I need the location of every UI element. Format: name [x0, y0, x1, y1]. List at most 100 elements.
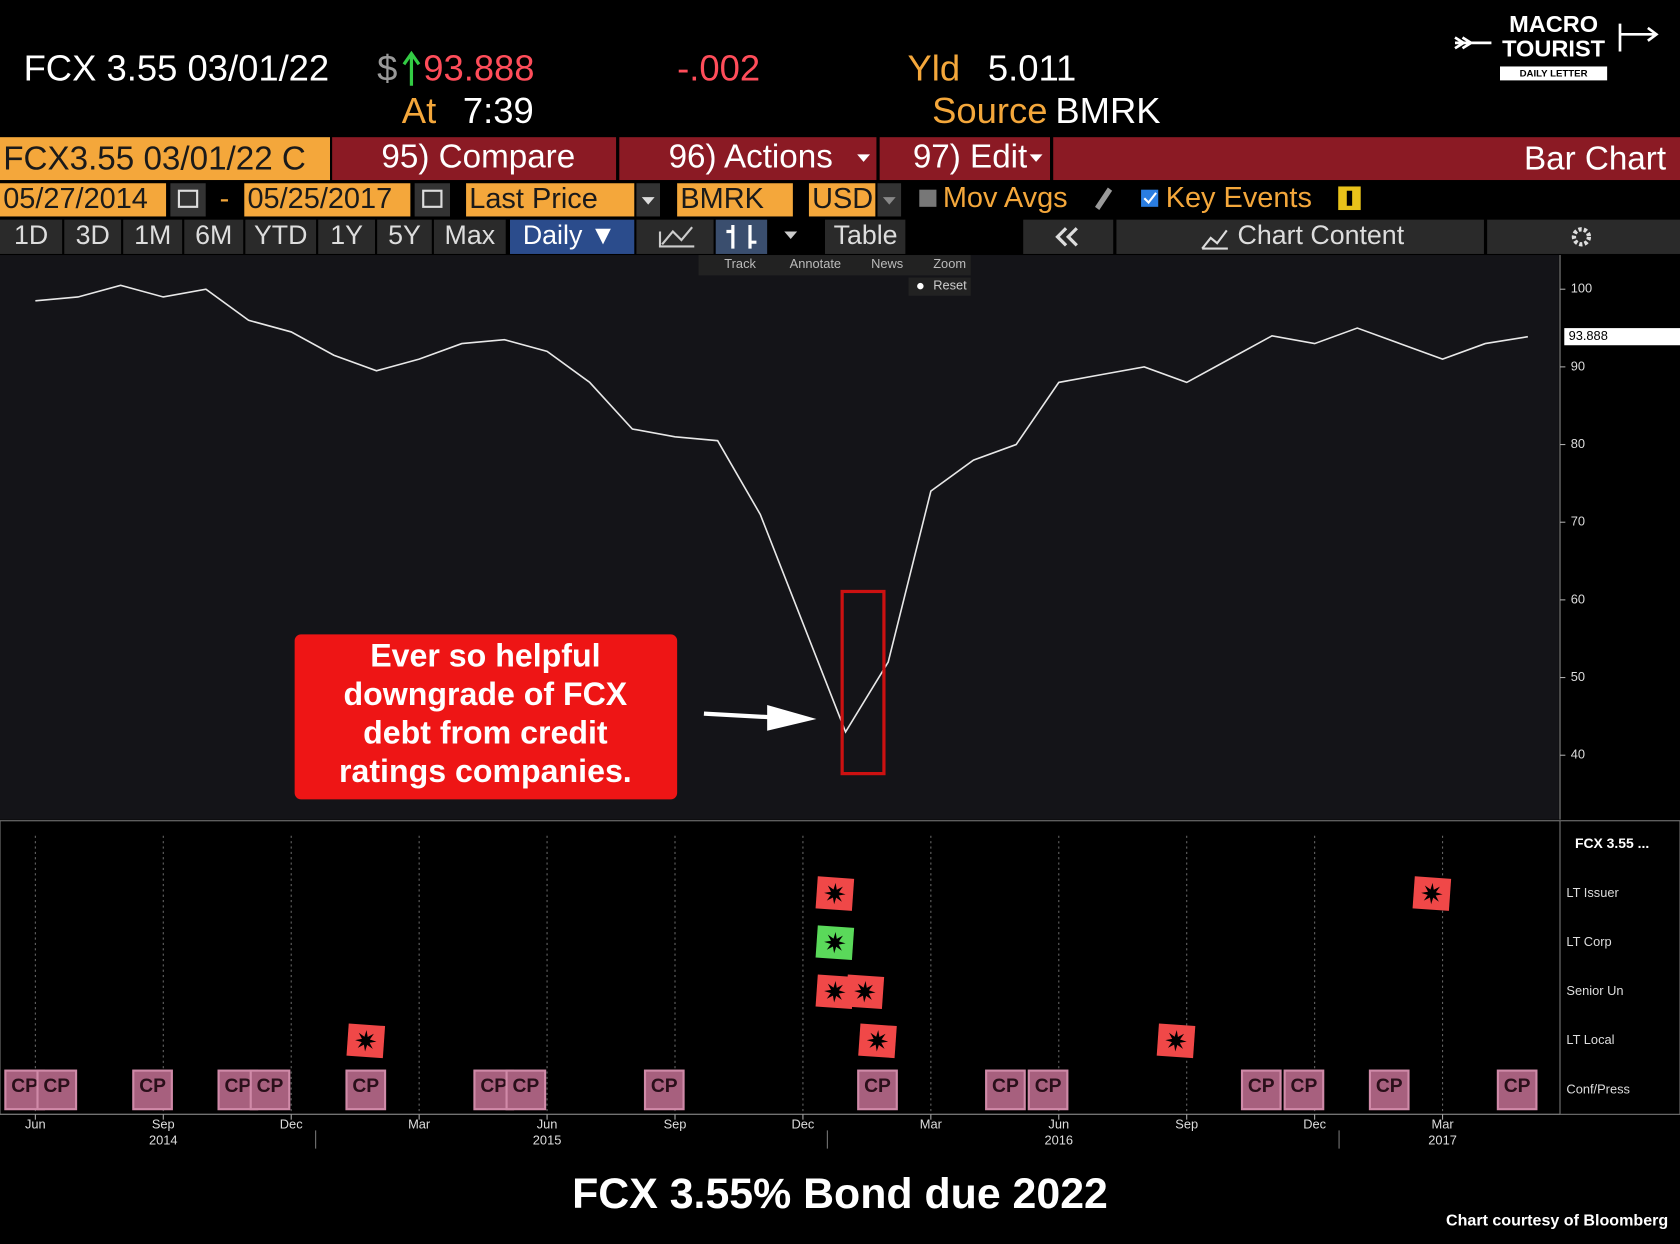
table-button[interactable]: Table	[834, 220, 898, 250]
event-flag[interactable]	[815, 925, 855, 960]
range-label[interactable]: 1Y	[330, 220, 363, 250]
actions-button[interactable]: 96) Actions	[669, 138, 833, 175]
press-label[interactable]: CP	[512, 1076, 539, 1097]
range-button[interactable]	[433, 219, 506, 254]
field-box[interactable]	[466, 183, 635, 217]
range-label[interactable]: 1M	[134, 220, 171, 250]
button[interactable]	[1116, 219, 1484, 254]
start-date[interactable]: 05/27/2014	[3, 183, 148, 215]
date-box[interactable]	[244, 183, 411, 217]
press-label[interactable]: CP	[1035, 1076, 1062, 1097]
flag-star	[1421, 882, 1443, 905]
press-marker[interactable]	[505, 1069, 547, 1111]
button[interactable]	[715, 219, 768, 254]
press-label[interactable]: CP	[480, 1076, 507, 1097]
flag-star	[824, 981, 846, 1003]
end-date[interactable]: 05/25/2017	[247, 183, 392, 215]
event-flag[interactable]	[815, 974, 855, 1010]
range-button[interactable]	[0, 219, 63, 254]
press-marker[interactable]	[1496, 1069, 1538, 1111]
event-flag[interactable]	[1156, 1023, 1196, 1059]
ticker[interactable]: FCX3.55 03/01/22 C	[3, 141, 306, 178]
mov-avgs[interactable]: Mov Avgs	[943, 182, 1068, 214]
event-row-label: Senior Un	[1566, 983, 1623, 998]
button[interactable]	[1487, 219, 1680, 254]
press-marker[interactable]	[857, 1069, 898, 1111]
press-marker[interactable]	[36, 1069, 78, 1111]
press-marker[interactable]	[1027, 1069, 1069, 1111]
range-label[interactable]: 5Y	[388, 220, 421, 250]
range-button[interactable]	[318, 219, 375, 254]
pricing-source[interactable]: BMRK	[680, 183, 764, 215]
ticker-box[interactable]	[0, 137, 330, 181]
currency-box[interactable]	[808, 183, 876, 217]
button[interactable]	[510, 219, 635, 254]
press-label[interactable]: CP	[352, 1076, 379, 1097]
currency-code[interactable]: USD	[812, 183, 873, 215]
calendar-icon[interactable]	[414, 183, 450, 217]
press-label[interactable]: CP	[139, 1076, 166, 1097]
press-marker[interactable]	[345, 1069, 387, 1111]
press-label[interactable]: CP	[1291, 1076, 1318, 1097]
frequency[interactable]: Daily ▼	[523, 220, 616, 250]
press-label[interactable]: CP	[43, 1076, 70, 1097]
event-row-label: LT Corp	[1566, 934, 1611, 949]
press-marker[interactable]	[132, 1069, 173, 1111]
chart-content[interactable]: Chart Content	[1238, 220, 1405, 250]
press-marker[interactable]	[1240, 1069, 1282, 1111]
tool[interactable]: News	[871, 256, 903, 271]
checkbox[interactable]	[1141, 189, 1159, 207]
press-marker[interactable]	[1283, 1069, 1325, 1111]
event-flag[interactable]	[815, 876, 855, 911]
range-label[interactable]: 1D	[14, 220, 48, 250]
press-label[interactable]: CP	[864, 1076, 891, 1097]
press-label[interactable]: CP	[992, 1076, 1019, 1097]
info-glyph	[1346, 190, 1353, 206]
source-label: Source	[932, 90, 1047, 131]
press-marker[interactable]	[985, 1069, 1026, 1111]
range-button[interactable]	[245, 219, 317, 254]
press-label[interactable]: CP	[257, 1076, 284, 1097]
button[interactable]	[619, 137, 877, 181]
checkbox[interactable]	[919, 189, 937, 207]
reset[interactable]: Reset	[933, 277, 967, 292]
source-box[interactable]	[677, 183, 793, 217]
button[interactable]	[879, 137, 1050, 181]
event-flag[interactable]	[346, 1023, 386, 1059]
range-button[interactable]	[184, 219, 244, 254]
range-label[interactable]: YTD	[254, 220, 308, 250]
range-button[interactable]	[123, 219, 183, 254]
press-label[interactable]: CP	[1376, 1076, 1403, 1097]
press-label[interactable]: CP	[1248, 1076, 1275, 1097]
range-label[interactable]: 6M	[195, 220, 232, 250]
press-marker[interactable]	[249, 1069, 291, 1111]
date-box[interactable]	[0, 183, 167, 217]
range-label[interactable]: Max	[445, 220, 496, 250]
tool[interactable]: Annotate	[790, 256, 841, 271]
event-flag[interactable]	[1412, 876, 1452, 911]
press-marker[interactable]	[643, 1069, 685, 1111]
button[interactable]	[825, 219, 906, 254]
compare-button[interactable]: 95) Compare	[381, 138, 575, 175]
calendar-icon[interactable]	[170, 183, 206, 217]
press-label[interactable]: CP	[224, 1076, 251, 1097]
press-label[interactable]: CP	[651, 1076, 678, 1097]
tool[interactable]: Zoom	[933, 256, 966, 271]
button[interactable]	[332, 137, 617, 181]
event-flag[interactable]	[858, 1023, 897, 1059]
edit-button[interactable]: 97) Edit	[913, 138, 1027, 175]
field[interactable]: Last Price	[469, 183, 598, 215]
pencil-icon[interactable]	[1095, 187, 1113, 211]
logo-arrow	[1454, 23, 1659, 52]
press-marker[interactable]	[1368, 1069, 1410, 1111]
press-label[interactable]: CP	[1504, 1076, 1531, 1097]
button[interactable]	[636, 219, 714, 254]
range-label[interactable]: 3D	[76, 220, 110, 250]
range-button[interactable]	[64, 219, 122, 254]
range-button[interactable]	[377, 219, 432, 254]
key-events[interactable]: Key Events	[1166, 182, 1312, 214]
reset-box[interactable]	[908, 277, 971, 296]
press-label[interactable]: CP	[11, 1076, 38, 1097]
tool[interactable]: Track	[724, 256, 756, 271]
event-flag[interactable]	[845, 974, 885, 1010]
